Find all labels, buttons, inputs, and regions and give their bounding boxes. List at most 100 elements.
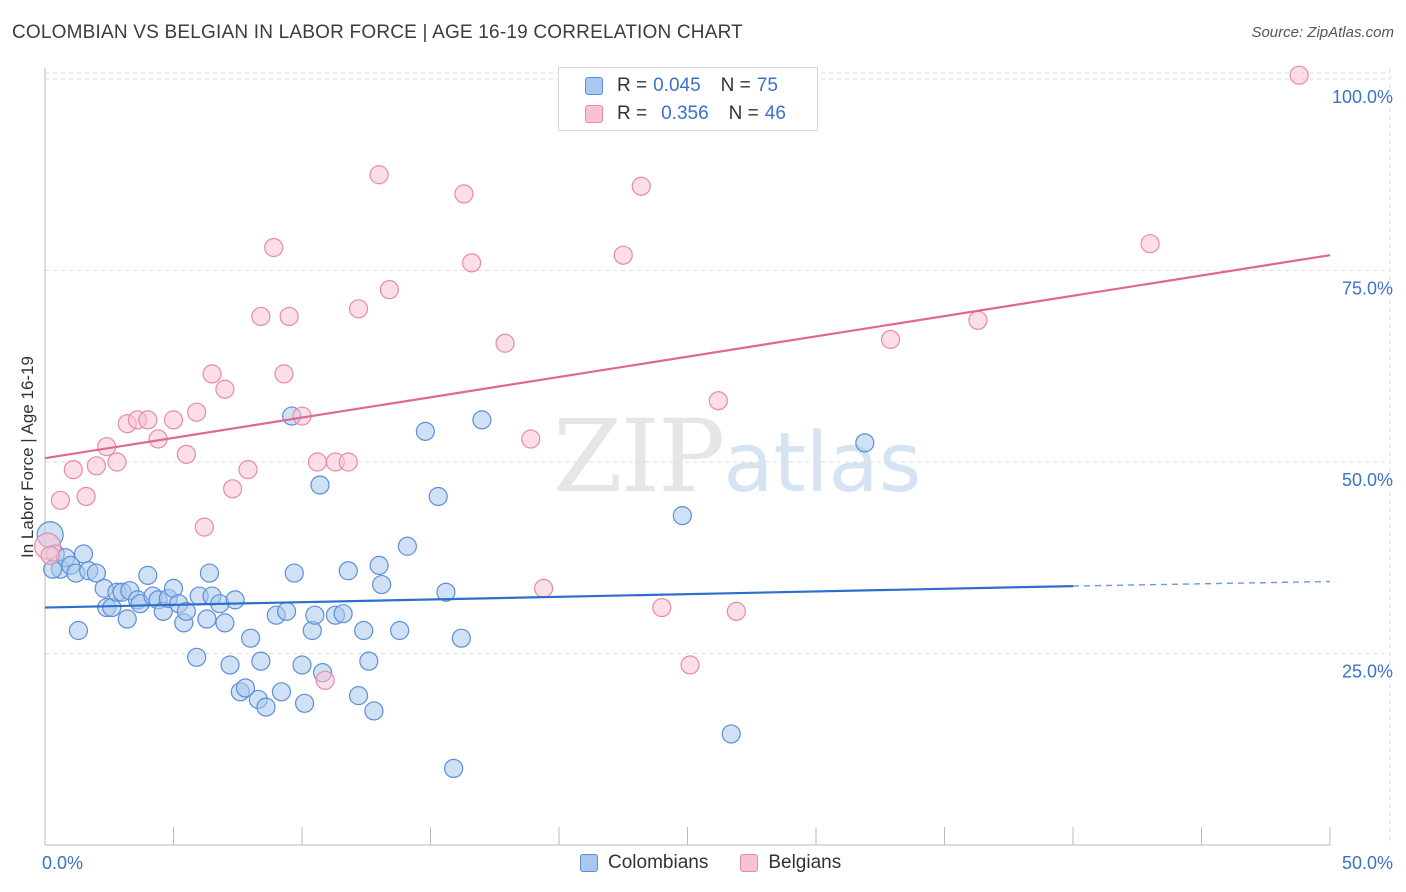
data-point bbox=[338, 452, 358, 472]
data-point bbox=[235, 678, 256, 698]
data-point bbox=[292, 655, 312, 675]
correlation-legend: R = 0.045 N = 75 R = 0.356 N = 46 bbox=[558, 67, 818, 131]
data-point bbox=[76, 486, 96, 507]
trend-line-colombians-extension bbox=[1072, 580, 1331, 587]
data-point bbox=[369, 165, 389, 185]
data-point bbox=[462, 253, 482, 273]
data-point bbox=[444, 758, 464, 779]
data-point bbox=[276, 601, 297, 621]
data-point bbox=[138, 410, 158, 430]
legend-swatch-blue bbox=[580, 854, 598, 872]
x-tick-label-min: 0.0% bbox=[42, 853, 83, 873]
data-point bbox=[369, 555, 389, 576]
legend-n-label: N = bbox=[720, 75, 751, 96]
data-point bbox=[256, 697, 276, 717]
data-point bbox=[274, 364, 294, 384]
data-point bbox=[194, 517, 214, 537]
data-point bbox=[521, 429, 541, 449]
data-point bbox=[225, 590, 245, 610]
data-point bbox=[284, 563, 304, 583]
data-point bbox=[652, 597, 672, 618]
data-point bbox=[187, 647, 207, 667]
data-point bbox=[307, 452, 328, 472]
data-point bbox=[294, 693, 315, 713]
data-point bbox=[197, 609, 217, 629]
data-point bbox=[315, 670, 335, 690]
data-point bbox=[333, 604, 353, 624]
data-point bbox=[63, 460, 83, 480]
data-point bbox=[223, 479, 243, 499]
data-point bbox=[86, 456, 107, 476]
data-point bbox=[454, 184, 474, 204]
data-point bbox=[176, 444, 196, 464]
data-point bbox=[238, 460, 258, 480]
legend-swatch-pink bbox=[740, 854, 759, 872]
data-point bbox=[199, 563, 220, 583]
series-belgians-points bbox=[33, 65, 1309, 690]
watermark: ZIPatlas bbox=[553, 398, 921, 515]
data-point bbox=[215, 379, 235, 399]
data-point bbox=[880, 329, 901, 350]
data-point bbox=[138, 565, 158, 585]
y-tick-label: 75.0% bbox=[1342, 279, 1393, 299]
data-point bbox=[107, 452, 127, 472]
data-point bbox=[428, 486, 448, 507]
data-point bbox=[364, 701, 384, 721]
legend-r-label: R = bbox=[617, 103, 648, 124]
data-point bbox=[415, 421, 435, 441]
data-point bbox=[721, 724, 741, 744]
watermark-zip: ZIP bbox=[553, 398, 725, 515]
data-point bbox=[241, 628, 261, 648]
data-point bbox=[176, 601, 196, 621]
data-point bbox=[372, 574, 392, 595]
data-point bbox=[40, 545, 60, 566]
chart-title: COLOMBIAN VS BELGIAN IN LABOR FORCE | AG… bbox=[12, 22, 743, 43]
data-point bbox=[50, 490, 71, 510]
data-point bbox=[436, 582, 456, 602]
legend-r-value: 0.356 bbox=[661, 103, 709, 124]
data-point bbox=[397, 536, 417, 556]
source-label: Source: ZipAtlas.com bbox=[1251, 24, 1394, 41]
series-colombians-points bbox=[36, 406, 875, 779]
data-point bbox=[271, 682, 292, 702]
data-point bbox=[86, 563, 107, 583]
x-tick-label-max: 50.0% bbox=[1342, 853, 1393, 873]
legend-row-belgians: R = 0.356 N = 46 bbox=[585, 102, 786, 126]
axes bbox=[44, 68, 1331, 846]
data-point bbox=[251, 651, 271, 671]
trend-line-colombians bbox=[44, 584, 1074, 609]
data-point bbox=[251, 306, 271, 327]
legend-n-value: 46 bbox=[764, 103, 786, 124]
data-point bbox=[73, 544, 94, 564]
data-point bbox=[968, 310, 988, 330]
legend-item-colombians: Colombians bbox=[580, 852, 708, 874]
legend-row-colombians: R = 0.045 N = 75 bbox=[585, 74, 778, 98]
y-axis-title: In Labor Force | Age 16-19 bbox=[18, 356, 37, 558]
data-point bbox=[220, 655, 240, 675]
legend-swatch-pink bbox=[585, 105, 603, 123]
legend-n-value: 75 bbox=[756, 75, 778, 96]
data-point bbox=[279, 306, 299, 327]
trend-line-belgians bbox=[44, 254, 1331, 460]
data-point bbox=[379, 280, 399, 300]
data-point bbox=[359, 651, 379, 671]
data-point bbox=[1140, 234, 1160, 254]
data-point bbox=[202, 364, 222, 384]
data-point bbox=[451, 628, 471, 648]
data-point bbox=[163, 410, 184, 430]
data-point bbox=[310, 475, 330, 495]
data-point bbox=[348, 299, 369, 319]
data-point bbox=[348, 686, 369, 706]
data-point bbox=[215, 613, 235, 633]
y-tick-label: 25.0% bbox=[1342, 662, 1393, 682]
watermark-atlas: atlas bbox=[723, 416, 922, 511]
y-tick-label: 50.0% bbox=[1342, 470, 1393, 490]
data-point bbox=[264, 237, 284, 258]
legend-n-label: N = bbox=[728, 103, 759, 124]
data-point bbox=[472, 410, 492, 430]
legend-swatch-blue bbox=[585, 77, 603, 95]
axis-labels: 25.0% 50.0% 75.0% 100.0% 0.0% 50.0% In Labor F… bbox=[18, 87, 1393, 873]
data-point bbox=[117, 609, 137, 629]
data-point bbox=[338, 561, 358, 581]
